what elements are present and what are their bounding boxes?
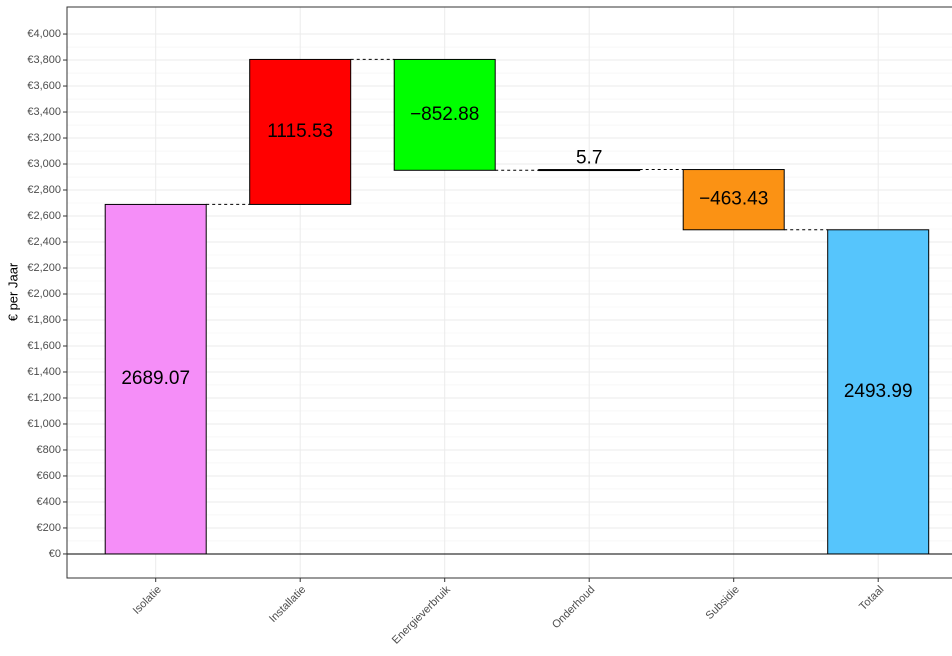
data-label: −463.43 bbox=[699, 189, 768, 210]
y-tick-label: €1,800 bbox=[27, 314, 61, 326]
bar bbox=[104, 203, 207, 555]
y-tick-label: €4,000 bbox=[27, 28, 61, 40]
y-tick-label: €1,400 bbox=[27, 366, 61, 378]
y-tick-label: €400 bbox=[37, 496, 61, 508]
data-label: −852.88 bbox=[410, 104, 479, 125]
y-tick-label: €200 bbox=[37, 522, 61, 534]
x-tick-label: Installatie bbox=[267, 584, 308, 625]
y-tick-label: €2,800 bbox=[27, 184, 61, 196]
y-tick-label: €3,800 bbox=[27, 54, 61, 66]
x-tick-label: Energieverbruik bbox=[390, 583, 453, 646]
data-label: 2493.99 bbox=[844, 381, 913, 402]
x-tick-label: Isolatie bbox=[131, 584, 164, 617]
y-tick-label: €3,000 bbox=[27, 158, 61, 170]
y-tick-label: €2,400 bbox=[27, 236, 61, 248]
y-tick-label: €2,000 bbox=[27, 288, 61, 300]
data-label: 1115.53 bbox=[267, 121, 333, 142]
y-axis-label: € per Jaar bbox=[5, 262, 20, 321]
plot-border bbox=[66, 6, 952, 579]
y-tick-label: €1,600 bbox=[27, 340, 61, 352]
x-tick-label: Totaal bbox=[857, 584, 886, 613]
bar bbox=[393, 58, 496, 171]
x-tick-label: Subsidie bbox=[704, 584, 742, 622]
bar bbox=[827, 229, 930, 555]
y-tick-label: €2,200 bbox=[27, 262, 61, 274]
y-tick-label: €600 bbox=[37, 470, 61, 482]
y-tick-label: €3,400 bbox=[27, 106, 61, 118]
bar bbox=[538, 169, 641, 172]
data-label: 5.7 bbox=[576, 148, 602, 169]
y-tick-label: €1,000 bbox=[27, 418, 61, 430]
y-tick-label: €800 bbox=[37, 444, 61, 456]
bar bbox=[249, 58, 352, 205]
y-tick-label: €1,200 bbox=[27, 392, 61, 404]
y-tick-label: €3,200 bbox=[27, 132, 61, 144]
y-tick-label: €2,600 bbox=[27, 210, 61, 222]
x-tick-label: Onderhoud bbox=[550, 584, 597, 631]
y-tick-label: €0 bbox=[49, 548, 61, 560]
data-label: 2689.07 bbox=[121, 368, 190, 389]
bar bbox=[682, 169, 785, 231]
y-tick-label: €3,600 bbox=[27, 80, 61, 92]
